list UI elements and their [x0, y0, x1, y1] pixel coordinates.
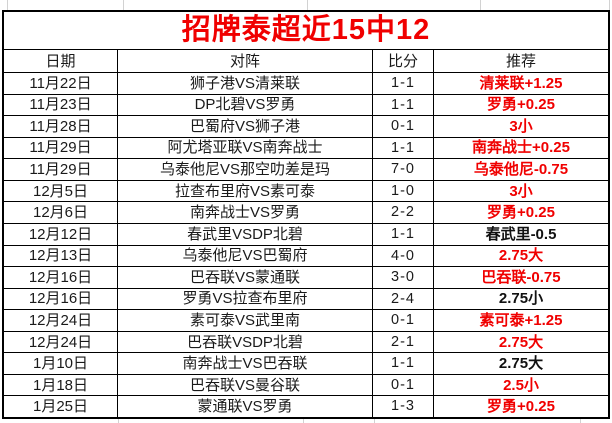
- table-row: 12月13日 乌泰他尼VS巴蜀府 4-0 2.75大: [4, 244, 608, 267]
- table-body: 11月22日 狮子港VS清莱联 1-1 清莱联+1.25 11月23日 DP北碧…: [4, 72, 608, 417]
- score-cell: 1-1: [373, 94, 434, 116]
- date-cell: 11月28日: [4, 116, 118, 137]
- table-row: 11月29日 乌泰他尼VS那空叻差是玛 7-0 乌泰他尼-0.75: [4, 158, 608, 180]
- gridline-stub: [307, 0, 308, 10]
- pick-cell: 春武里-0.5: [485, 225, 557, 243]
- score-cell: 3-0: [373, 267, 434, 288]
- date-cell: 1月10日: [4, 353, 118, 374]
- match-cell: 蒙通联VS罗勇: [118, 396, 373, 417]
- score-cell: 2-1: [373, 331, 434, 353]
- score-cell: 0-1: [373, 310, 434, 331]
- table-row: 11月22日 狮子港VS清莱联 1-1 清莱联+1.25: [4, 72, 608, 94]
- match-cell: 巴吞联VS蒙通联: [118, 267, 373, 288]
- date-cell: 12月5日: [4, 180, 118, 202]
- score-cell: 0-1: [373, 374, 434, 396]
- match-cell: 素可泰VS武里南: [118, 310, 373, 331]
- score-cell: 0-1: [373, 116, 434, 137]
- tips-table: 招牌泰超近15中12 日期 对阵 比分 推荐 11月22日 狮子港VS清莱联 1…: [2, 10, 610, 419]
- pick-cell: 2.75小: [498, 290, 544, 308]
- pick-cell: 巴吞联-0.75: [481, 268, 561, 286]
- pick-cell: 2.75大: [498, 333, 544, 351]
- table-row: 12月24日 素可泰VS武里南 0-1 素可泰+1.25: [4, 309, 608, 331]
- score-cell: 1-1: [373, 223, 434, 245]
- date-cell: 1月25日: [4, 396, 118, 417]
- match-cell: 阿尤塔亚联VS南奔战士: [118, 137, 373, 159]
- pick-cell: 2.75大: [498, 247, 544, 265]
- table-row: 12月6日 南奔战士VS罗勇 2-2 罗勇+0.25: [4, 201, 608, 223]
- pick-cell: 乌泰他尼-0.75: [473, 161, 569, 179]
- gridline-stub: [303, 419, 304, 423]
- gridline-stub: [7, 0, 8, 10]
- score-cell: 2-4: [373, 288, 434, 310]
- match-cell: 南奔战士VS巴吞联: [118, 353, 373, 374]
- score-cell: 1-1: [373, 353, 434, 374]
- date-cell: 11月23日: [4, 94, 118, 116]
- pick-cell: 2.5小: [503, 376, 539, 394]
- table-row: 1月10日 南奔战士VS巴吞联 1-1 2.75大: [4, 352, 608, 374]
- score-cell: 4-0: [373, 245, 434, 267]
- gridline-stub: [123, 0, 124, 10]
- pick-cell: 3小: [509, 182, 533, 200]
- date-cell: 12月24日: [4, 310, 118, 331]
- pick-cell: 罗勇+0.25: [487, 398, 555, 416]
- match-cell: 南奔战士VS罗勇: [118, 202, 373, 223]
- date-cell: 12月16日: [4, 288, 118, 310]
- match-cell: 罗勇VS拉查布里府: [118, 288, 373, 310]
- match-cell: 春武里VSDP北碧: [118, 223, 373, 245]
- table-row: 12月16日 巴吞联VS蒙通联 3-0 巴吞联-0.75: [4, 266, 608, 288]
- match-cell: 狮子港VS清莱联: [118, 73, 373, 94]
- date-cell: 12月24日: [4, 331, 118, 353]
- match-cell: 乌泰他尼VS那空叻差是玛: [118, 159, 373, 180]
- score-cell: 7-0: [373, 159, 434, 180]
- table-row: 12月24日 巴吞联VSDP北碧 2-1 2.75大: [4, 330, 608, 353]
- page-title: 招牌泰超近15中12: [181, 14, 431, 46]
- date-cell: 12月16日: [4, 267, 118, 288]
- date-cell: 12月12日: [4, 223, 118, 245]
- date-cell: 11月22日: [4, 73, 118, 94]
- match-cell: DP北碧VS罗勇: [118, 94, 373, 116]
- pick-cell: 清莱联+1.25: [479, 74, 563, 92]
- date-cell: 11月29日: [4, 137, 118, 159]
- score-cell: 1-1: [373, 137, 434, 159]
- gridline-stub: [480, 0, 481, 10]
- match-cell: 巴吞联VSDP北碧: [118, 331, 373, 353]
- col-header-score: 比分: [373, 50, 434, 72]
- date-cell: 11月29日: [4, 159, 118, 180]
- date-cell: 1月18日: [4, 374, 118, 396]
- title-row: 招牌泰超近15中12: [4, 12, 608, 50]
- table-row: 12月5日 拉查布里府VS素可泰 1-0 3小: [4, 179, 608, 202]
- table-row: 12月12日 春武里VSDP北碧 1-1 春武里-0.5: [4, 222, 608, 245]
- gridline-stub: [118, 419, 119, 423]
- table-header-row: 日期 对阵 比分 推荐: [4, 50, 608, 72]
- pick-cell: 罗勇+0.25: [487, 96, 555, 114]
- table-row: 11月29日 阿尤塔亚联VS南奔战士 1-1 南奔战士+0.25: [4, 136, 608, 159]
- date-cell: 12月6日: [4, 202, 118, 223]
- pick-cell: 2.75大: [498, 355, 544, 373]
- score-cell: 1-3: [373, 396, 434, 417]
- score-cell: 2-2: [373, 202, 434, 223]
- gridline-stub: [580, 419, 581, 423]
- table-row: 11月23日 DP北碧VS罗勇 1-1 罗勇+0.25: [4, 93, 608, 116]
- pick-cell: 3小: [509, 117, 533, 135]
- score-cell: 1-0: [373, 180, 434, 202]
- pick-cell: 南奔战士+0.25: [472, 139, 570, 157]
- table-row: 1月18日 巴吞联VS曼谷联 0-1 2.5小: [4, 373, 608, 396]
- col-header-pick: 推荐: [505, 52, 536, 70]
- col-header-date: 日期: [4, 50, 118, 72]
- gridline-stub: [374, 419, 375, 423]
- pick-cell: 罗勇+0.25: [487, 204, 555, 222]
- table-row: 1月25日 蒙通联VS罗勇 1-3 罗勇+0.25: [4, 395, 608, 417]
- match-cell: 乌泰他尼VS巴蜀府: [118, 245, 373, 267]
- match-cell: 拉查布里府VS素可泰: [118, 180, 373, 202]
- gridline-stub: [609, 0, 610, 10]
- score-cell: 1-1: [373, 73, 434, 94]
- pick-cell: 素可泰+1.25: [479, 311, 563, 329]
- match-cell: 巴蜀府VS狮子港: [118, 116, 373, 137]
- table-row: 11月28日 巴蜀府VS狮子港 0-1 3小: [4, 115, 608, 137]
- table-row: 12月16日 罗勇VS拉查布里府 2-4 2.75小: [4, 287, 608, 310]
- match-cell: 巴吞联VS曼谷联: [118, 374, 373, 396]
- date-cell: 12月13日: [4, 245, 118, 267]
- col-header-match: 对阵: [118, 50, 373, 72]
